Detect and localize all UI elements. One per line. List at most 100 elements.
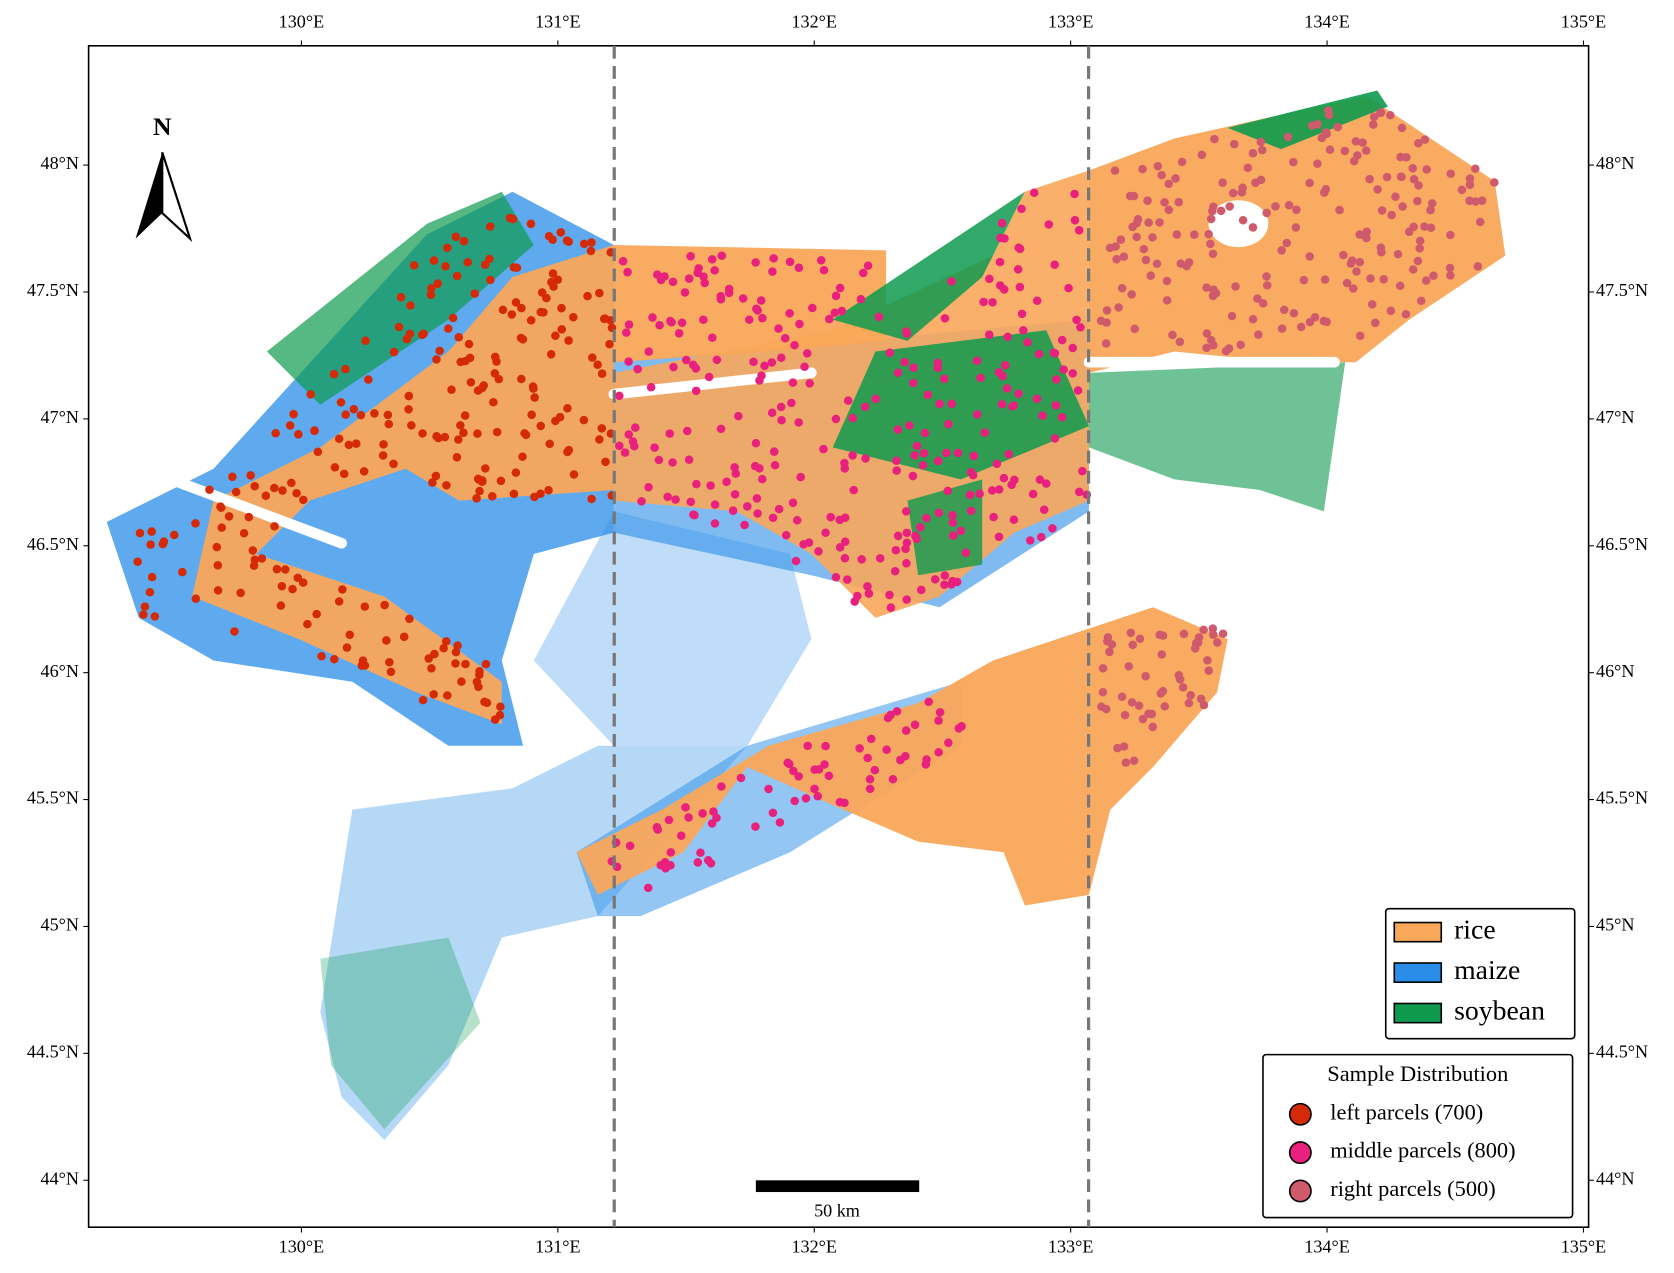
- sample-dot: [1068, 343, 1077, 353]
- sample-dot: [909, 363, 918, 372]
- sample-dot: [1114, 303, 1123, 312]
- sample-dot: [1408, 164, 1418, 173]
- sample-dot: [738, 294, 748, 303]
- sample-dot: [933, 456, 943, 466]
- x-tick-label-top: 134°E: [1304, 12, 1350, 32]
- sample-dot: [910, 451, 919, 460]
- sample-dot: [1365, 174, 1374, 184]
- sample-dot: [637, 497, 646, 506]
- sample-dot: [776, 402, 786, 412]
- sample-dot: [145, 588, 155, 597]
- sample-dot: [133, 557, 142, 566]
- sample-dot: [677, 318, 687, 328]
- sample-dot: [769, 254, 778, 263]
- sample-dot: [911, 531, 920, 541]
- sample-dot: [1248, 149, 1258, 158]
- sample-dot: [557, 303, 566, 313]
- sample-dot: [356, 410, 366, 420]
- sample-dot: [250, 555, 260, 565]
- sample-dot: [1427, 199, 1437, 208]
- sample-dot: [1144, 218, 1153, 227]
- sample-dot: [586, 246, 596, 256]
- sample-dot: [785, 759, 794, 769]
- sample-dot: [1004, 449, 1013, 459]
- sample-dot: [710, 500, 720, 509]
- sample-dot: [615, 441, 624, 451]
- sample-dot: [1190, 230, 1199, 239]
- sample-dot: [306, 390, 315, 399]
- sample-dot: [1072, 315, 1081, 325]
- sample-dot: [623, 267, 632, 277]
- sample-dot: [1074, 487, 1084, 497]
- sample-dot: [1206, 214, 1216, 224]
- sample-dot: [984, 330, 994, 340]
- sample-dot: [1401, 309, 1411, 319]
- sample-dot: [382, 636, 391, 645]
- sample-dot: [1296, 322, 1306, 332]
- sample-dot: [1202, 343, 1211, 353]
- sample-dot: [753, 509, 762, 518]
- sample-dot: [1256, 137, 1266, 147]
- sample-dot: [940, 571, 950, 580]
- sample-dot: [1339, 250, 1348, 260]
- sample-dot: [317, 651, 326, 661]
- sample-dot: [840, 513, 850, 522]
- sample-dot: [272, 564, 282, 574]
- legend-swatch: [1393, 1002, 1443, 1024]
- sample-dot: [835, 543, 845, 552]
- sample-dot: [451, 647, 461, 657]
- sample-dot: [891, 545, 901, 555]
- sample-dot: [1116, 235, 1126, 244]
- sample-dot: [269, 483, 279, 493]
- sample-dot: [1397, 172, 1406, 182]
- sample-dot: [1284, 201, 1294, 210]
- sample-dot: [814, 547, 823, 556]
- sample-dot: [840, 464, 850, 473]
- sample-dot: [1446, 271, 1455, 280]
- sample-dot: [902, 528, 912, 538]
- sample-dot: [205, 485, 214, 494]
- sample-dot: [942, 448, 951, 458]
- sample-dot: [480, 260, 490, 269]
- sample-dot: [1132, 219, 1141, 228]
- sample-dot: [1333, 122, 1342, 132]
- sample-dot: [688, 360, 698, 370]
- sample-dot: [785, 257, 795, 267]
- sample-dot: [848, 451, 857, 460]
- sample-dot: [893, 368, 903, 377]
- sample-dot: [1199, 700, 1209, 710]
- legend-marker: [1288, 1179, 1312, 1203]
- sample-dot: [1213, 638, 1222, 647]
- sample-dot: [1376, 108, 1385, 118]
- sample-dot: [1101, 339, 1111, 348]
- sample-dot: [1413, 256, 1423, 266]
- sample-dot: [1172, 230, 1182, 239]
- sample-dot: [707, 255, 717, 264]
- sample-dot: [930, 575, 940, 584]
- sample-dot: [717, 782, 726, 791]
- sample-dot: [630, 441, 639, 451]
- sample-dot: [1164, 205, 1174, 215]
- sample-dot: [1113, 743, 1122, 753]
- sample-dot: [1291, 223, 1301, 232]
- sample-dot: [947, 399, 956, 409]
- sample-dot: [821, 528, 830, 538]
- sample-dot: [338, 585, 347, 594]
- sample-dot: [1351, 137, 1361, 146]
- sample-dot: [1034, 349, 1044, 359]
- sample-dot: [1209, 285, 1218, 295]
- sample-dot: [1446, 230, 1455, 240]
- sample-dot: [1184, 698, 1194, 708]
- sample-dot: [564, 445, 574, 455]
- sample-dot: [760, 361, 769, 371]
- sample-dot: [1209, 630, 1218, 639]
- sample-dot: [239, 529, 249, 538]
- sample-dot: [1051, 401, 1061, 410]
- sample-dot: [459, 428, 468, 438]
- sample-dot: [597, 369, 607, 378]
- sample-dot: [447, 385, 456, 395]
- y-tick-label-right: 46°N: [1596, 661, 1634, 681]
- sample-dot: [492, 357, 501, 366]
- sample-dot: [1382, 172, 1392, 182]
- sample-dot: [1473, 262, 1483, 271]
